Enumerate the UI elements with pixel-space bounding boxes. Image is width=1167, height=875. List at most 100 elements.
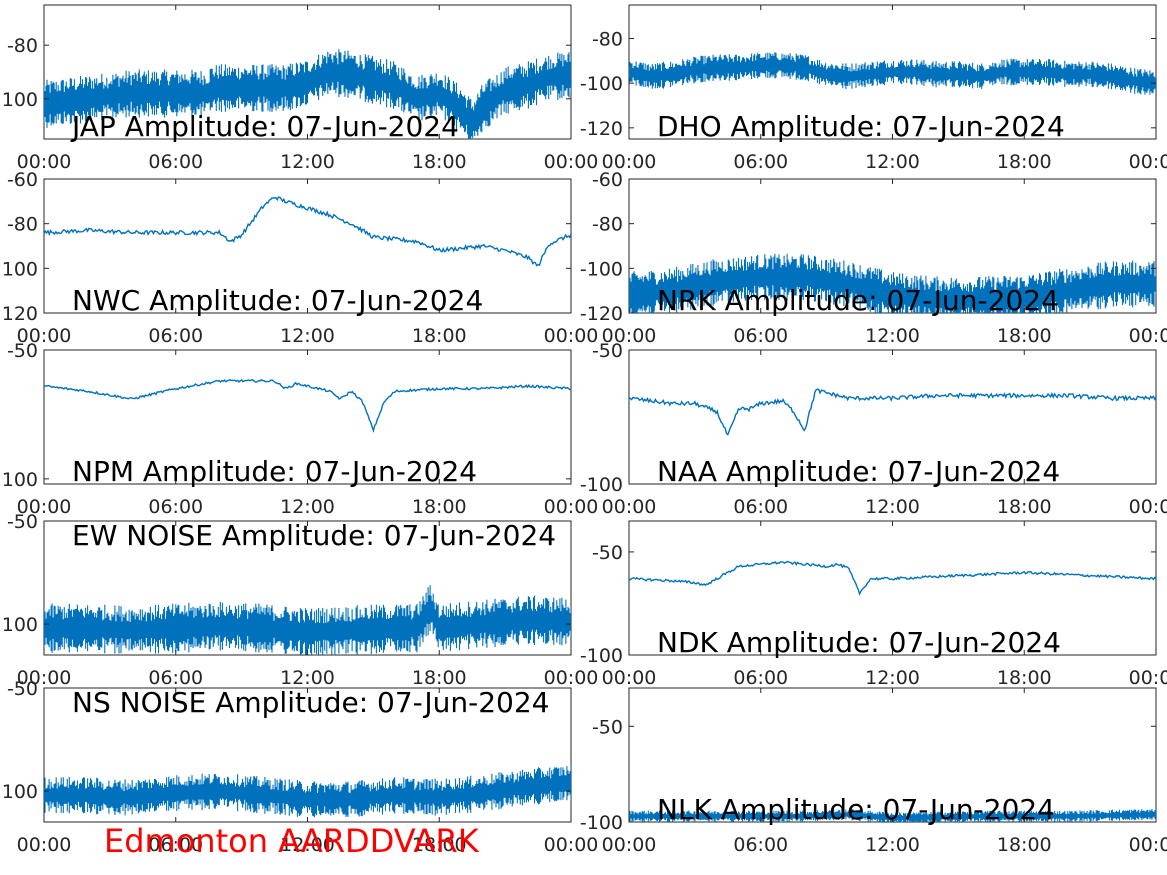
panel-8-axes xyxy=(628,520,1157,656)
panel-2-xtick-label: 06:00 xyxy=(733,151,788,173)
panel-9-xtick-label: 12:00 xyxy=(280,834,335,856)
panel-9-title: NS NOISE Amplitude: 07-Jun-2024 xyxy=(72,686,549,719)
panel-7-ytick-label: 100 xyxy=(2,614,38,636)
panel-10-ytick-label: -100 xyxy=(580,812,623,834)
panel-3-ytick-label: 100 xyxy=(2,258,38,280)
panel-7-xtick-label: 06:00 xyxy=(148,667,203,689)
panel-6-xtick-label: 12:00 xyxy=(865,496,920,518)
panel-3-ytick-label: 120 xyxy=(2,303,38,325)
panel-10-ytick-label: -50 xyxy=(592,716,623,738)
panel-4-xtick-label: 12:00 xyxy=(865,325,920,347)
panel-8-ytick-label: -50 xyxy=(592,542,623,564)
station-label: Edmonton AARDDVARK xyxy=(104,822,479,860)
panel-5-xtick-label: 06:00 xyxy=(148,496,203,518)
panel-4-xtick-label: 06:00 xyxy=(733,325,788,347)
panel-2-ytick-label: -100 xyxy=(580,73,623,95)
panel-8-xtick-label: 00:00 xyxy=(1129,667,1167,689)
panel-7-title: EW NOISE Amplitude: 07-Jun-2024 xyxy=(72,519,556,552)
panel-6-ytick-label: -100 xyxy=(580,474,623,496)
panel-8-ytick-label: -100 xyxy=(580,645,623,667)
panel-9-series-line xyxy=(44,782,571,800)
panel-3-ytick-label: -80 xyxy=(7,214,38,236)
panel-3-series-line xyxy=(44,196,571,267)
panel-10-xtick-label: 12:00 xyxy=(865,834,920,856)
panel-1-ytick-label: -80 xyxy=(7,35,38,57)
panel-10-xtick-label: 00:00 xyxy=(602,834,657,856)
panel-2-series-line xyxy=(629,64,1156,84)
panel-8-title: NDK Amplitude: 07-Jun-2024 xyxy=(657,626,1061,659)
panel-4-ytick-label: -80 xyxy=(592,214,623,236)
panel-4-title: NRK Amplitude: 07-Jun-2024 xyxy=(657,284,1059,317)
panel-6-xtick-label: 00:00 xyxy=(602,496,657,518)
panel-7-series-line xyxy=(44,607,571,633)
panel-5-xtick-label: 00:00 xyxy=(544,496,599,518)
panel-4-ytick-label: -120 xyxy=(580,303,623,325)
panel-7-xtick-label: 00:00 xyxy=(544,667,599,689)
panel-3-xtick-label: 00:00 xyxy=(17,325,72,347)
panel-5-title: NPM Amplitude: 07-Jun-2024 xyxy=(72,455,477,488)
panel-7-xtick-label: 00:00 xyxy=(17,667,72,689)
panel-6-series-line xyxy=(629,388,1156,436)
panel-4-series-line xyxy=(629,276,1156,301)
panel-10-title: NLK Amplitude: 07-Jun-2024 xyxy=(657,793,1055,826)
panel-5-xtick-label: 12:00 xyxy=(280,496,335,518)
panel-4-ytick-label: -100 xyxy=(580,258,623,280)
panel-1-ytick-label: 100 xyxy=(2,89,38,111)
panel-4-xtick-label: 00:00 xyxy=(1129,325,1167,347)
panel-3-axes xyxy=(43,178,572,314)
panel-2-xtick-label: 18:00 xyxy=(997,151,1052,173)
panel-5-series-line xyxy=(44,378,571,434)
panel-2-xtick-label: 00:00 xyxy=(602,151,657,173)
panel-5-xtick-label: 18:00 xyxy=(412,496,467,518)
panel-10-xtick-label: 00:00 xyxy=(1129,834,1167,856)
panel-9-ytick-label: -50 xyxy=(7,678,38,700)
panel-9-xtick-label: 18:00 xyxy=(412,834,467,856)
panel-6-xtick-label: 00:00 xyxy=(1129,496,1167,518)
panel-1-xtick-label: 00:00 xyxy=(544,151,599,173)
panel-1-xtick-label: 06:00 xyxy=(148,151,203,173)
panel-1-xtick-label: 00:00 xyxy=(17,151,72,173)
panel-1-xtick-label: 18:00 xyxy=(412,151,467,173)
panel-9-xtick-label: 06:00 xyxy=(148,834,203,856)
panel-9-ytick-label: 100 xyxy=(2,781,38,803)
panel-1-series-line xyxy=(44,71,571,125)
panel-8-xtick-label: 00:00 xyxy=(602,667,657,689)
panel-1-title: JAP Amplitude: 07-Jun-2024 xyxy=(70,110,459,143)
panel-5-ytick-label: 100 xyxy=(2,469,38,491)
panel-2-ytick-label: -80 xyxy=(592,29,623,51)
panel-2-title: DHO Amplitude: 07-Jun-2024 xyxy=(657,110,1065,143)
panel-3-xtick-label: 06:00 xyxy=(148,325,203,347)
panel-2-xtick-label: 12:00 xyxy=(865,151,920,173)
panel-10-xtick-label: 18:00 xyxy=(997,834,1052,856)
panel-9-xtick-label: 00:00 xyxy=(544,834,599,856)
panel-8-xtick-label: 06:00 xyxy=(733,667,788,689)
panel-4-xtick-label: 18:00 xyxy=(997,325,1052,347)
panel-5-ytick-label: -50 xyxy=(7,340,38,362)
panel-10-xtick-label: 06:00 xyxy=(733,834,788,856)
panel-5-axes xyxy=(43,349,572,485)
panel-6-title: NAA Amplitude: 07-Jun-2024 xyxy=(657,455,1060,488)
panel-3-xtick-label: 12:00 xyxy=(280,325,335,347)
panel-8-xtick-label: 18:00 xyxy=(997,667,1052,689)
panel-2-xtick-label: 00:00 xyxy=(1129,151,1167,173)
panel-6-xtick-label: 06:00 xyxy=(733,496,788,518)
panel-8-series-line xyxy=(629,560,1156,596)
panel-1-xtick-label: 12:00 xyxy=(280,151,335,173)
panel-6-axes xyxy=(628,349,1157,485)
panel-7-xtick-label: 18:00 xyxy=(412,667,467,689)
panel-4-ytick-label: -60 xyxy=(592,169,623,191)
panel-6-xtick-label: 18:00 xyxy=(997,496,1052,518)
panel-2-ytick-label: -120 xyxy=(580,118,623,140)
panel-7-ytick-label: -50 xyxy=(7,511,38,533)
panel-3-xtick-label: 18:00 xyxy=(412,325,467,347)
panel-3-xtick-label: 00:00 xyxy=(544,325,599,347)
panel-3-ytick-label: -60 xyxy=(7,169,38,191)
panel-5-xtick-label: 00:00 xyxy=(17,496,72,518)
panel-3-title: NWC Amplitude: 07-Jun-2024 xyxy=(72,284,483,317)
panel-8-xtick-label: 12:00 xyxy=(865,667,920,689)
panel-9-xtick-label: 00:00 xyxy=(17,834,72,856)
panel-10-axes xyxy=(628,687,1157,823)
panel-6-ytick-label: -50 xyxy=(592,340,623,362)
panel-4-xtick-label: 00:00 xyxy=(602,325,657,347)
